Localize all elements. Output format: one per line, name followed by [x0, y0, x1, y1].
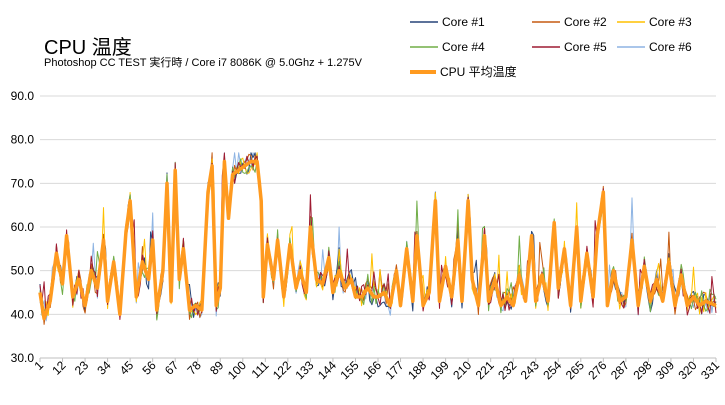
legend-label: Core #1	[442, 15, 485, 29]
x-tick-label: 320	[676, 358, 700, 382]
x-tick-label: 232	[495, 358, 519, 382]
legend-label: Core #5	[564, 40, 607, 54]
x-tick-label: 309	[653, 358, 677, 382]
x-tick-label: 221	[473, 358, 497, 382]
x-tick-label: 45	[117, 358, 137, 378]
gridlines	[40, 95, 716, 359]
y-tick-label: 90.0	[11, 89, 35, 103]
x-tick-label: 67	[162, 358, 182, 378]
x-tick-label: 56	[139, 358, 159, 378]
x-tick-label: 243	[518, 358, 542, 382]
y-tick-label: 80.0	[11, 133, 35, 147]
x-tick-label: 34	[94, 358, 114, 378]
x-tick-label: 166	[360, 358, 384, 382]
x-tick-label: 298	[630, 358, 654, 382]
y-tick-label: 30.0	[11, 351, 35, 365]
series-lines	[38, 152, 717, 325]
x-tick-label: 89	[207, 358, 227, 378]
y-tick-label: 60.0	[11, 220, 35, 234]
y-tick-label: 50.0	[11, 264, 35, 278]
legend-label: Core #4	[442, 40, 485, 54]
x-tick-label: 210	[450, 358, 474, 382]
x-tick-label: 188	[405, 358, 429, 382]
x-tick-label: 1	[31, 358, 46, 373]
y-tick-label: 40.0	[11, 307, 35, 321]
y-tick-label: 70.0	[11, 176, 35, 190]
x-tick-label: 287	[608, 358, 632, 382]
x-tick-label: 276	[585, 358, 609, 382]
x-tick-label: 78	[185, 358, 205, 378]
x-tick-label: 133	[292, 358, 316, 382]
legend-label: Core #3	[649, 15, 692, 29]
chart-subtitle: Photoshop CC TEST 実行時 / Core i7 8086K @ …	[44, 57, 363, 69]
x-tick-label: 111	[249, 358, 272, 381]
x-tick-label: 100	[225, 358, 249, 382]
x-tick-label: 155	[338, 358, 362, 382]
x-tick-label: 122	[270, 358, 294, 382]
legend-label: Core #2	[564, 15, 607, 29]
x-tick-label: 177	[383, 358, 407, 382]
x-tick-label: 265	[563, 358, 587, 382]
x-tick-label: 331	[698, 358, 722, 382]
x-tick-label: 254	[540, 358, 564, 382]
x-tick-label: 199	[428, 358, 452, 382]
x-tick-label: 23	[72, 358, 92, 378]
legend-label: CPU 平均温度	[440, 64, 517, 79]
series-line	[38, 159, 717, 321]
x-tick-label: 12	[49, 358, 69, 378]
y-axis-labels: 30.0 40.0 50.0 60.0 70.0 80.0 90.0	[11, 89, 35, 365]
chart-title: CPU 温度	[44, 37, 132, 59]
legend: Core #1 Core #2 Core #3 Core #4 Core #5 Core …	[410, 15, 692, 79]
x-tick-label: 144	[315, 358, 339, 382]
legend-label: Core #6	[649, 40, 692, 54]
